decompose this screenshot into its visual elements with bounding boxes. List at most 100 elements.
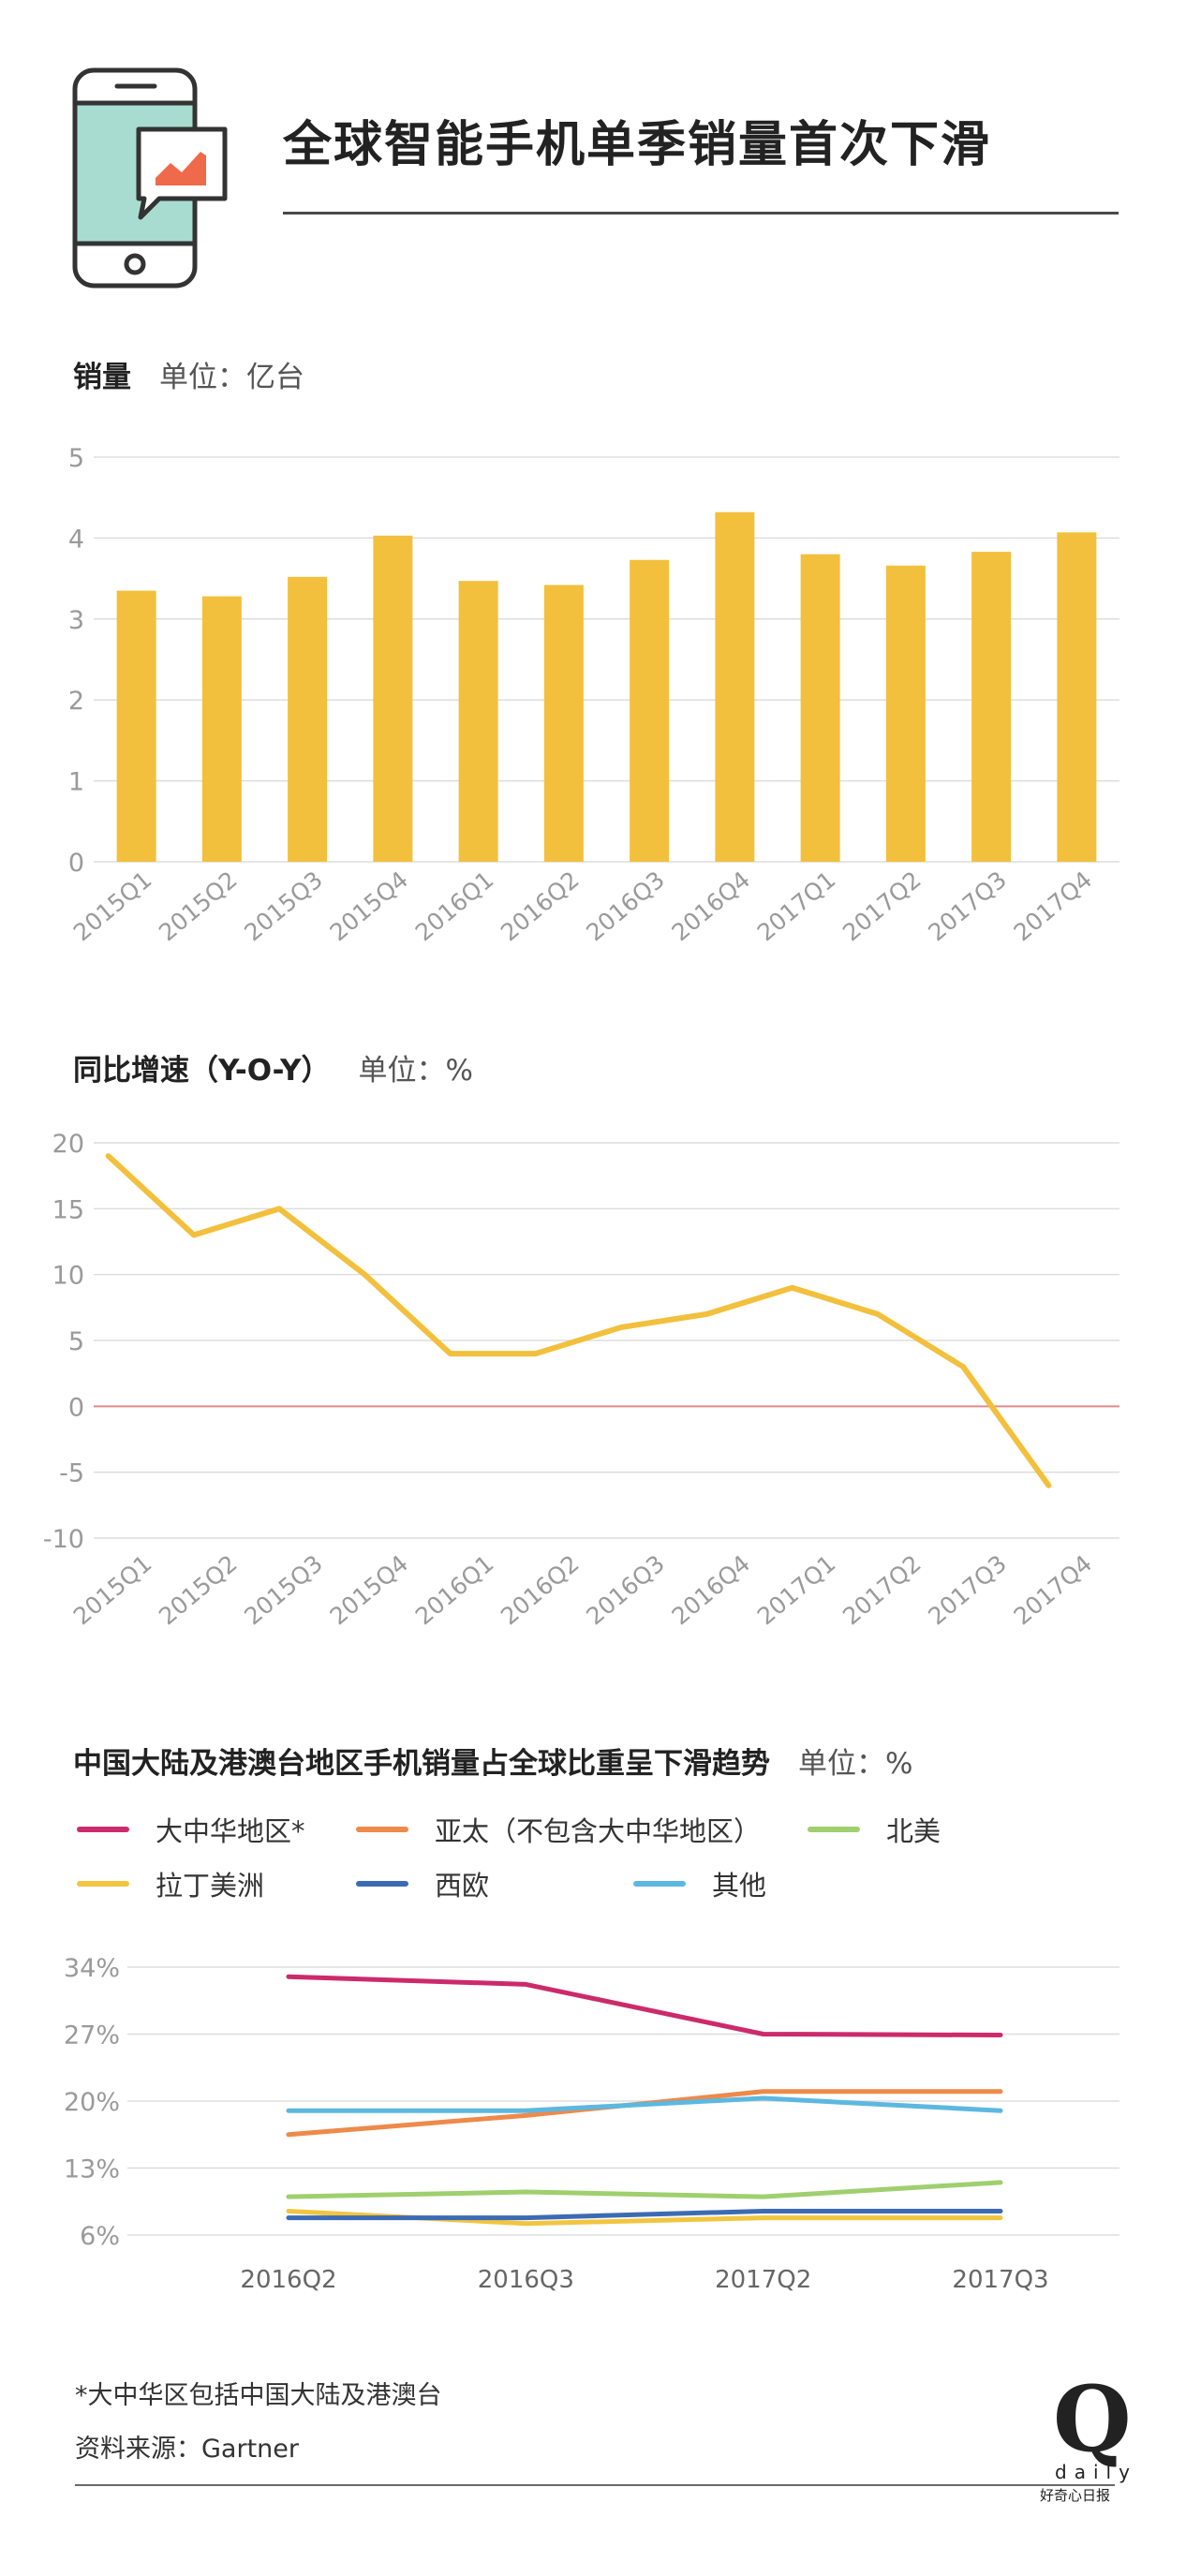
page-title: 全球智能手机单季销量首次下滑: [283, 117, 992, 173]
x-tick-label: 2015Q4: [325, 866, 414, 946]
bar: [885, 565, 926, 862]
x-tick-label: 2016Q4: [667, 1549, 756, 1630]
share-line-chart: 6% 13% 20% 27% 34% 2016Q2 2016Q3 2017Q2 2017Q3: [64, 1954, 1119, 2294]
x-tick-label: 2016Q2: [240, 2266, 336, 2294]
legend-item-others: 其他: [633, 1864, 766, 1903]
x-tick-label: 2015Q1: [68, 866, 157, 946]
phone-chart-icon: [72, 67, 228, 289]
yoy-unit: 单位：%: [358, 1054, 473, 1088]
x-tick-label: 2016Q2: [496, 1549, 585, 1630]
x-tick-label: 2015Q2: [154, 1549, 243, 1630]
y-tick-label: 15: [52, 1195, 84, 1224]
x-tick-label: 2017Q2: [838, 1549, 927, 1630]
sales-bar-chart: 0123452015Q12015Q22015Q32015Q42016Q12016…: [68, 444, 1119, 946]
legend-swatch: [356, 1827, 408, 1832]
series-line: [286, 2095, 1003, 2113]
bar: [630, 559, 670, 862]
bar: [715, 511, 755, 862]
series-line: [286, 2208, 1003, 2221]
legend-swatch: [356, 1881, 408, 1887]
y-tick-label: 2: [68, 687, 84, 716]
yoy-line-chart: -10-5051015202015Q12015Q22015Q32015Q4201…: [43, 1130, 1119, 1630]
y-tick-label: 10: [52, 1262, 84, 1291]
bar: [288, 576, 328, 862]
y-tick-label: 0: [68, 849, 84, 878]
y-tick-label: -5: [59, 1459, 84, 1488]
x-tick-label: 2015Q1: [68, 1549, 157, 1630]
footnote-greater-china: *大中华区包括中国大陆及港澳台: [75, 2381, 442, 2410]
y-tick-label: 6%: [80, 2222, 120, 2251]
y-tick-label: 5: [68, 444, 84, 473]
legend-item-apac: 亚太（不包含大中华地区）: [356, 1810, 761, 1849]
series-line: [105, 1153, 1052, 1488]
y-tick-label: 4: [68, 525, 84, 554]
y-tick-label: 5: [68, 1327, 84, 1356]
legend-label: 拉丁美洲: [156, 1870, 265, 1902]
x-tick-label: 2017Q4: [1009, 866, 1098, 946]
legend-item-north-america: 北美: [808, 1810, 941, 1849]
yoy-section-label: 同比增速（Y-O-Y） 单位：%: [73, 1046, 473, 1088]
legend-item-western-europe: 西欧: [356, 1864, 489, 1903]
source-note: 资料来源：Gartner: [75, 2435, 299, 2464]
bar: [543, 585, 584, 862]
y-tick-label: -10: [43, 1525, 84, 1554]
legend-label: 西欧: [435, 1870, 490, 1902]
legend-item-latin-america: 拉丁美洲: [77, 1864, 264, 1903]
x-tick-label: 2015Q4: [325, 1549, 414, 1630]
x-tick-label: 2017Q1: [752, 866, 841, 946]
x-tick-label: 2017Q3: [952, 2266, 1048, 2294]
x-tick-label: 2016Q3: [581, 1549, 670, 1630]
bar: [1057, 532, 1097, 862]
share-label: 中国大陆及港澳台地区手机销量占全球比重呈下滑趋势: [73, 1747, 770, 1781]
x-tick-label: 2016Q2: [496, 866, 585, 946]
bar: [201, 596, 242, 862]
sales-section-label: 销量 单位：亿台: [73, 353, 304, 395]
logo-cn: 好奇心日报: [1040, 2487, 1111, 2504]
x-tick-label: 2016Q1: [410, 1549, 499, 1630]
bar: [800, 554, 840, 862]
legend-swatch: [808, 1827, 860, 1832]
share-section-label: 中国大陆及港澳台地区手机销量占全球比重呈下滑趋势 单位：%: [73, 1740, 912, 1782]
title-divider: [283, 212, 1119, 215]
y-tick-label: 3: [68, 606, 84, 635]
x-tick-label: 2015Q3: [239, 1549, 328, 1630]
y-tick-label: 27%: [64, 2021, 120, 2050]
logo-word: daily: [1055, 2461, 1137, 2483]
y-tick-label: 0: [68, 1393, 84, 1422]
series-line: [286, 2089, 1003, 2138]
y-tick-label: 1: [68, 768, 84, 797]
x-tick-label: 2017Q2: [838, 866, 927, 946]
legend-swatch: [77, 1827, 129, 1832]
bar: [971, 552, 1012, 862]
footer-divider: [75, 2484, 1115, 2486]
legend-item-greater-china: 大中华地区*: [77, 1810, 305, 1849]
x-tick-label: 2016Q3: [581, 866, 670, 946]
sales-label: 销量: [73, 361, 131, 394]
x-tick-label: 2017Q2: [715, 2266, 811, 2294]
series-line: [286, 1974, 1003, 2038]
bar: [458, 581, 498, 862]
x-tick-label: 2017Q1: [752, 1549, 841, 1630]
legend-label: 大中华地区*: [156, 1815, 305, 1847]
x-tick-label: 2016Q4: [667, 866, 756, 946]
series-line: [286, 2180, 1003, 2199]
logo-mark: Q: [1053, 2366, 1132, 2472]
x-tick-label: 2016Q1: [410, 866, 499, 946]
yoy-label: 同比增速（Y-O-Y）: [73, 1054, 331, 1088]
x-tick-label: 2017Q4: [1009, 1549, 1098, 1630]
bar: [116, 590, 156, 862]
qdaily-logo: Q daily 好奇心日报: [1036, 2366, 1132, 2506]
x-tick-label: 2015Q2: [154, 866, 243, 946]
legend-swatch: [633, 1881, 686, 1887]
legend-label: 亚太（不包含大中华地区）: [435, 1815, 762, 1847]
bar: [373, 535, 413, 862]
y-tick-label: 34%: [64, 1954, 120, 1983]
x-tick-label: 2017Q3: [923, 1549, 1012, 1630]
legend-swatch: [77, 1881, 129, 1887]
x-tick-label: 2015Q3: [239, 866, 328, 946]
share-unit: 单位：%: [798, 1747, 913, 1781]
legend-label: 其他: [712, 1870, 767, 1902]
sales-unit: 单位：亿台: [159, 361, 304, 394]
y-tick-label: 20%: [64, 2088, 120, 2117]
x-tick-label: 2016Q3: [478, 2266, 574, 2294]
